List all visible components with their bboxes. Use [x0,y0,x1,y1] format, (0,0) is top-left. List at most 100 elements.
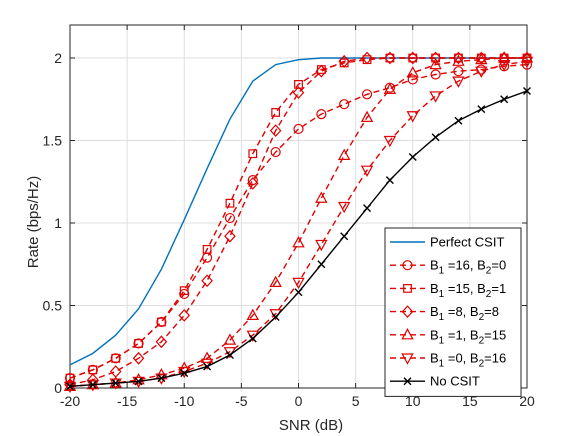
series-no-csit [66,87,531,391]
legend-entry-b-1-16-b-2-0-marker [402,260,413,271]
x-tick-label: -10 [174,393,194,409]
x-tick-label: 15 [462,393,478,409]
series-b-1-1-b-2-15-point [246,308,260,320]
legend-entry-b-1-0-b-2-16-marker [401,353,414,365]
x-tick-label: -5 [235,393,248,409]
x-tick-label: 5 [352,393,360,409]
legend-entry-no-csit-marker [403,377,412,386]
series-b-1-1-b-2-15-point [315,191,328,203]
series-b-1-16-b-2-0-point [453,66,464,77]
series-no-csit-point [294,288,303,297]
series-b-1-8-b-2-8-point [201,274,213,288]
series-b-1-0-b-2-16-point [429,91,442,103]
series-b-1-16-b-2-0-point [110,353,121,364]
series-b-1-1-b-2-15-point [360,110,374,123]
legend-entry-b-1-8-b-2-8-marker [401,305,414,318]
legend-entry-b-1-16-b-2-0: B1 =16, B2=0 [390,258,506,277]
legend-entry-no-csit-label: No CSIT [430,374,480,389]
series-b-1-15-b-2-1-point [271,108,281,117]
y-tick-label: 1.5 [43,133,63,149]
series-no-csit-point [66,382,74,391]
legend-entry-perfect-csit: Perfect CSIT [390,235,504,250]
series-b-1-0-b-2-16-point [292,277,305,290]
legend-entry-b-1-15-b-2-1-label: B1 =15, B2=1 [430,281,506,300]
series-b-1-15-b-2-1-point [179,286,189,296]
x-tick-label: 20 [519,393,535,409]
series-no-csit-point [431,133,440,142]
legend-entry-no-csit: No CSIT [390,374,480,389]
series-b-1-16-b-2-0-point [179,288,190,300]
y-tick-label: 1 [54,215,62,231]
series-b-1-1-b-2-15-point [497,51,511,63]
series-b-1-8-b-2-8-point [292,86,305,100]
series-group [63,51,534,394]
series-b-1-1-b-2-15-point [200,351,214,363]
series-no-csit-point [317,260,326,269]
series-b-1-16-b-2-0-point [521,59,533,70]
series-b-1-15-b-2-1-point [225,198,235,208]
series-b-1-8-b-2-8-point [521,51,533,65]
legend-entry-b-1-1-b-2-15: B1 =1, B2=15 [390,327,506,346]
legend-box [384,227,522,397]
series-no-csit-point [408,153,417,161]
x-tick-label: -20 [60,393,80,409]
series-b-1-8-b-2-8-point [338,54,351,68]
series-b-1-1-b-2-15-point [452,54,465,66]
series-no-csit-point [180,369,189,378]
y-tick-label: 0.5 [43,298,63,314]
x-axis-label: SNR (dB) [279,417,343,434]
series-b-1-1-b-2-15-point [292,236,305,248]
series-b-1-8-b-2-8-point [406,51,419,65]
series-no-csit-point [454,116,463,125]
series-b-1-1-b-2-15-point [475,52,488,65]
series-no-csit-point [88,380,97,389]
series-b-1-0-b-2-16-point [406,111,419,123]
legend-entry-b-1-0-b-2-16: B1 =0, B2=16 [390,351,506,370]
series-b-1-15-b-2-1-point [248,149,258,159]
series-b-1-0-b-2-16-line [69,60,528,388]
series-b-1-16-b-2-0-point [339,99,350,110]
series-b-1-8-b-2-8-point [246,177,259,190]
series-b-1-0-b-2-16-point [452,76,465,88]
legend-entry-b-1-8-b-2-8: B1 =8, B2=8 [390,304,499,323]
series-b-1-8-b-2-8-point [178,309,191,322]
series-b-1-16-b-2-0-point [156,316,167,328]
series-b-1-16-b-2-0-point [316,108,327,120]
x-tick-label: -15 [117,393,137,409]
series-b-1-1-b-2-15-point [406,66,419,78]
series-b-1-0-b-2-16-point [475,66,488,78]
series-b-1-8-b-2-8-point [132,351,145,365]
series-no-csit-point [134,377,143,386]
series-b-1-0-b-2-16-point [383,135,397,148]
series-no-csit-point [500,95,509,104]
axes: -20 -15 -10 -5 0 5 10 15 20 0 0.5 1 1.5 2 [43,24,535,409]
series-b-1-8-b-2-8-point [224,229,236,243]
series-no-csit-point [385,176,394,185]
series-b-1-15-b-2-1-point [134,339,143,348]
series-b-1-16-b-2-0-point [224,212,236,224]
series-no-csit-point [477,105,486,114]
series-b-1-15-b-2-1-point [202,245,212,254]
series-b-1-8-b-2-8-point [429,51,442,65]
series-b-1-0-b-2-16-point [63,381,77,394]
y-tick-label: 2 [54,50,62,66]
series-b-1-8-b-2-8-point [384,51,396,65]
legend-entry-b-1-15-b-2-1-marker [403,284,412,293]
series-b-1-1-b-2-15-point [337,148,351,160]
legend-entry-b-1-15-b-2-1: B1 =15, B2=1 [390,281,506,300]
series-b-1-8-b-2-8-point [155,335,168,349]
series-b-1-15-b-2-1-point [294,79,303,89]
series-b-1-0-b-2-16-point [315,239,328,252]
series-b-1-0-b-2-16-point [337,201,351,214]
series-no-csit-point [203,362,212,371]
series-b-1-1-b-2-15-point [223,333,237,345]
series-b-1-1-b-2-15-point [269,275,282,287]
series-no-csit-point [111,379,120,388]
series-b-1-16-b-2-0-point [430,69,441,80]
series-b-1-0-b-2-16-point [497,59,511,72]
series-no-csit-point [225,351,234,359]
series-no-csit-point [523,87,531,95]
legend-entry-b-1-1-b-2-15-marker [401,328,414,340]
